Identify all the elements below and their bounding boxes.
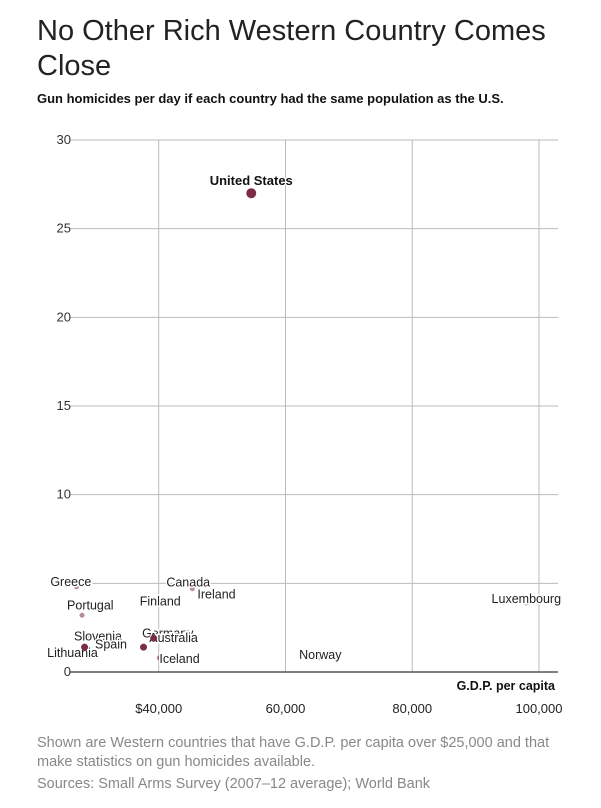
data-point-greece [73,584,79,590]
point-label: Portugal [67,598,114,612]
y-tick-label: 0 [64,664,71,679]
point-label: Australia [149,631,198,645]
data-point-united-states [246,188,257,199]
y-tick-label: 5 [64,575,71,590]
y-tick-label: 20 [57,309,71,324]
chart-title: No Other Rich Western Country Comes Clos… [37,15,546,82]
x-tick-label: 60,000 [266,701,306,716]
data-point-lithuania [58,653,64,659]
point-label: Slovenia [74,630,122,644]
data-point-germany [181,634,187,640]
point-label: Ireland [197,588,235,602]
point-label: Greece [50,575,91,589]
x-tick-label: 80,000 [392,701,432,716]
x-axis-label: G.D.P. per capita [457,679,556,693]
point-label: Lithuania [47,646,98,660]
data-point-slovenia [86,634,92,640]
data-point-norway [317,655,323,661]
chart-note: Shown are Western countries that have G.… [37,735,550,770]
data-point-ireland [213,595,219,601]
point-label: Norway [299,648,342,662]
data-point [81,643,89,651]
point-label: Spain [95,638,127,652]
y-tick-label: 30 [57,132,71,147]
point-label: Canada [166,576,210,590]
data-point-australia [184,637,190,643]
data-point-spain [105,641,111,647]
y-tick-label: 15 [57,398,71,413]
scatter-chart: 0 5 10 15 20 25 30 $40,000 60,000 80,000 100,000 G.… [46,132,563,716]
point-label: United States [210,173,293,188]
data-point [150,634,158,642]
chart-subtitle: Gun homicides per day if each country ha… [37,91,504,106]
data-point [140,643,148,651]
x-tick-label: $40,000 [135,701,182,716]
data-point-finland [158,602,164,608]
y-tick-label: 25 [57,221,71,236]
y-tick-label: 10 [57,487,71,502]
data-point-iceland [156,655,162,661]
chart-source: Sources: Small Arms Survey (2007–12 aver… [37,776,431,792]
point-label: Luxembourg [492,592,562,606]
point-label: Iceland [159,652,199,666]
data-point-canada [189,586,195,592]
data-point-portugal [79,612,85,618]
point-label: Finland [140,595,181,609]
x-tick-label: 100,000 [515,701,562,716]
data-point-luxembourg [523,600,529,606]
